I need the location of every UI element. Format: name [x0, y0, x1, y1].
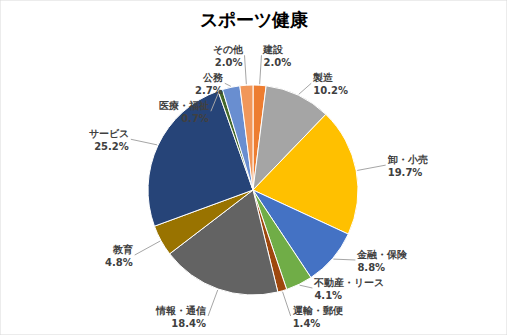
leader-line	[333, 259, 355, 261]
slice-value: 1.4%	[293, 318, 321, 329]
slice-value: 2.7%	[195, 85, 223, 96]
slice-category: 医療・福祉	[159, 100, 209, 111]
leader-line	[225, 83, 231, 86]
leader-line	[131, 139, 157, 145]
background	[0, 0, 507, 335]
slice-value: 4.1%	[314, 290, 342, 301]
leader-line	[283, 292, 291, 316]
data-labels: 建設 2.0% 製造 10.2% 卸・小売 19.7% 金融・保険 8.8% 不動産・リース 4.…	[89, 44, 428, 329]
slice-category: 金融・保険	[356, 249, 408, 260]
leader-line	[299, 83, 312, 94]
slice-category: 卸・小売	[387, 154, 428, 165]
slice-category: 情報・通信	[155, 305, 206, 316]
slice	[240, 85, 253, 190]
slice-value: 4.8%	[105, 257, 133, 268]
leader-line	[208, 290, 218, 316]
pie	[148, 85, 358, 295]
leader-line	[135, 241, 160, 255]
leader-line	[300, 285, 313, 288]
chart: スポーツ健康建設 2.0% 製造 10.2% 卸・小売 19.7% 金融・保険 8.8% 不動産…	[0, 0, 507, 335]
slice-value: 25.2%	[94, 141, 129, 152]
title: スポーツ健康	[200, 9, 309, 30]
leader-line	[357, 165, 386, 170]
slice-value: 0.7%	[181, 113, 209, 124]
slice-category: 製造	[312, 72, 334, 83]
slice-category: その他	[213, 44, 244, 55]
slice-value: 19.7%	[388, 167, 423, 178]
slice-value: 10.2%	[313, 85, 348, 96]
leader-line	[245, 55, 247, 84]
slice-category: 不動産・リース	[313, 277, 384, 288]
slice-value: 2.0%	[263, 57, 291, 68]
slice-category: 教育	[112, 244, 133, 255]
slice-value: 8.8%	[357, 262, 385, 273]
slice	[222, 86, 253, 190]
slice-value: 2.0%	[215, 57, 243, 68]
leader-line	[260, 55, 262, 84]
slice-category: サービス	[89, 128, 129, 139]
slice-category: 運輸・郵便	[292, 305, 343, 316]
slice-category: 公務	[202, 72, 224, 83]
slice-category: 建設	[262, 44, 284, 55]
slice-value: 18.4%	[171, 318, 206, 329]
